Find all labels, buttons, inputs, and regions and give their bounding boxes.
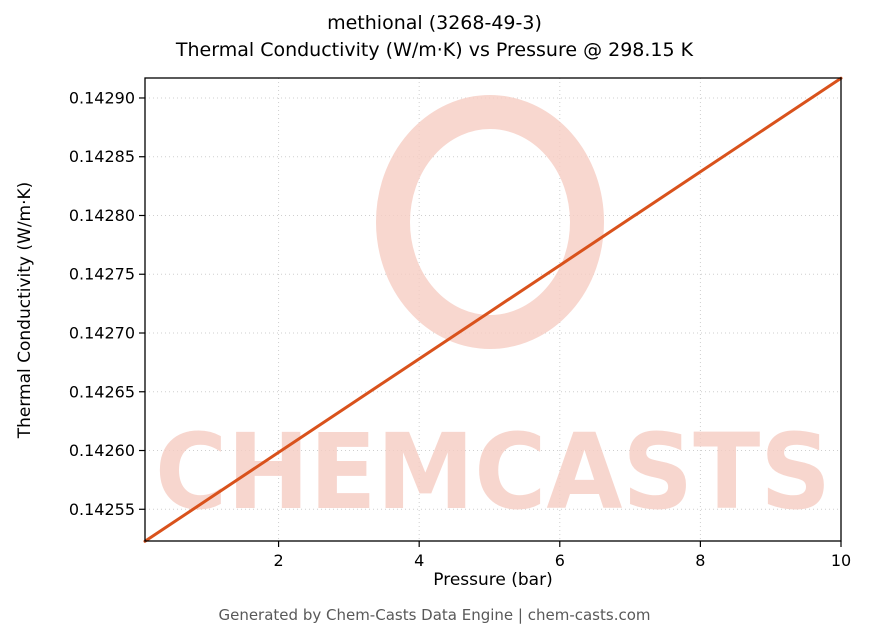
x-axis-label: Pressure (bar)	[433, 570, 553, 590]
y-axis-label: Thermal Conductivity (W/m·K)	[15, 181, 35, 439]
watermark-logo-icon	[376, 95, 604, 349]
footer-text: Generated by Chem-Casts Data Engine | ch…	[218, 606, 651, 624]
x-tick-label: 6	[555, 551, 565, 570]
x-tick-label: 10	[831, 551, 851, 570]
y-tick-label: 0.14255	[69, 500, 135, 519]
y-tick-label: 0.14275	[69, 265, 135, 284]
y-tick-label: 0.14285	[69, 147, 135, 166]
axes-frame	[144, 77, 842, 542]
y-tick-label: 0.14280	[69, 206, 135, 225]
y-tick-label: 0.14260	[69, 441, 135, 460]
y-tick-label: 0.14290	[69, 88, 135, 107]
y-tick-label: 0.14265	[69, 382, 135, 401]
y-tick-label: 0.14270	[69, 324, 135, 343]
chart-title: methional (3268-49-3) Thermal Conductivi…	[0, 10, 869, 64]
data-line	[143, 76, 843, 543]
chart-title-line1: methional (3268-49-3)	[327, 12, 542, 34]
chart-title-line2: Thermal Conductivity (W/m·K) vs Pressure…	[175, 39, 694, 61]
x-tick-label: 2	[273, 551, 283, 570]
x-tick-label: 8	[695, 551, 705, 570]
watermark-text: CHEMCASTS	[155, 411, 831, 533]
x-tick-label: 4	[414, 551, 424, 570]
